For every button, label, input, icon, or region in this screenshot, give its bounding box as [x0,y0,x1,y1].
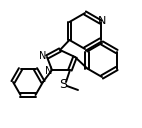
Text: N: N [97,17,106,26]
Text: S: S [59,77,67,90]
Text: N: N [39,51,47,61]
Text: N: N [45,66,53,76]
